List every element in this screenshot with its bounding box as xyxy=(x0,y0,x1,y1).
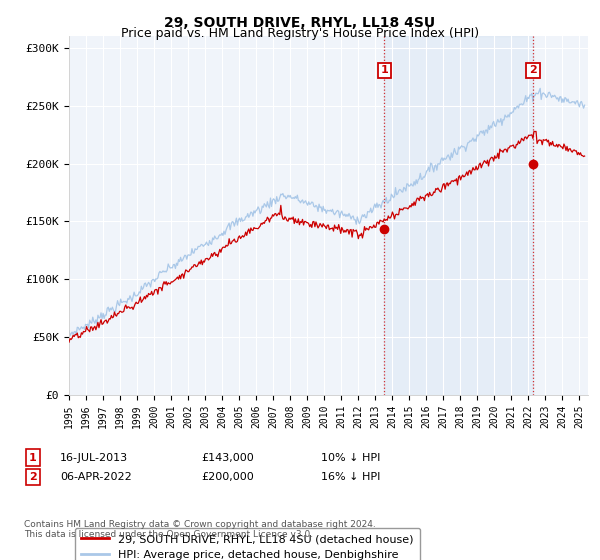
Text: 29, SOUTH DRIVE, RHYL, LL18 4SU: 29, SOUTH DRIVE, RHYL, LL18 4SU xyxy=(164,16,436,30)
Legend: 29, SOUTH DRIVE, RHYL, LL18 4SU (detached house), HPI: Average price, detached h: 29, SOUTH DRIVE, RHYL, LL18 4SU (detache… xyxy=(74,528,420,560)
Text: 1: 1 xyxy=(380,66,388,76)
Text: 16-JUL-2013: 16-JUL-2013 xyxy=(60,452,128,463)
Text: 06-APR-2022: 06-APR-2022 xyxy=(60,472,132,482)
Text: £143,000: £143,000 xyxy=(201,452,254,463)
Bar xyxy=(385,36,533,395)
Text: £200,000: £200,000 xyxy=(201,472,254,482)
Text: 16% ↓ HPI: 16% ↓ HPI xyxy=(321,472,380,482)
Text: Contains HM Land Registry data © Crown copyright and database right 2024.
This d: Contains HM Land Registry data © Crown c… xyxy=(24,520,376,539)
Text: 2: 2 xyxy=(529,66,537,76)
Text: 1: 1 xyxy=(29,452,37,463)
Text: 2: 2 xyxy=(29,472,37,482)
Text: Price paid vs. HM Land Registry's House Price Index (HPI): Price paid vs. HM Land Registry's House … xyxy=(121,27,479,40)
Text: 10% ↓ HPI: 10% ↓ HPI xyxy=(321,452,380,463)
